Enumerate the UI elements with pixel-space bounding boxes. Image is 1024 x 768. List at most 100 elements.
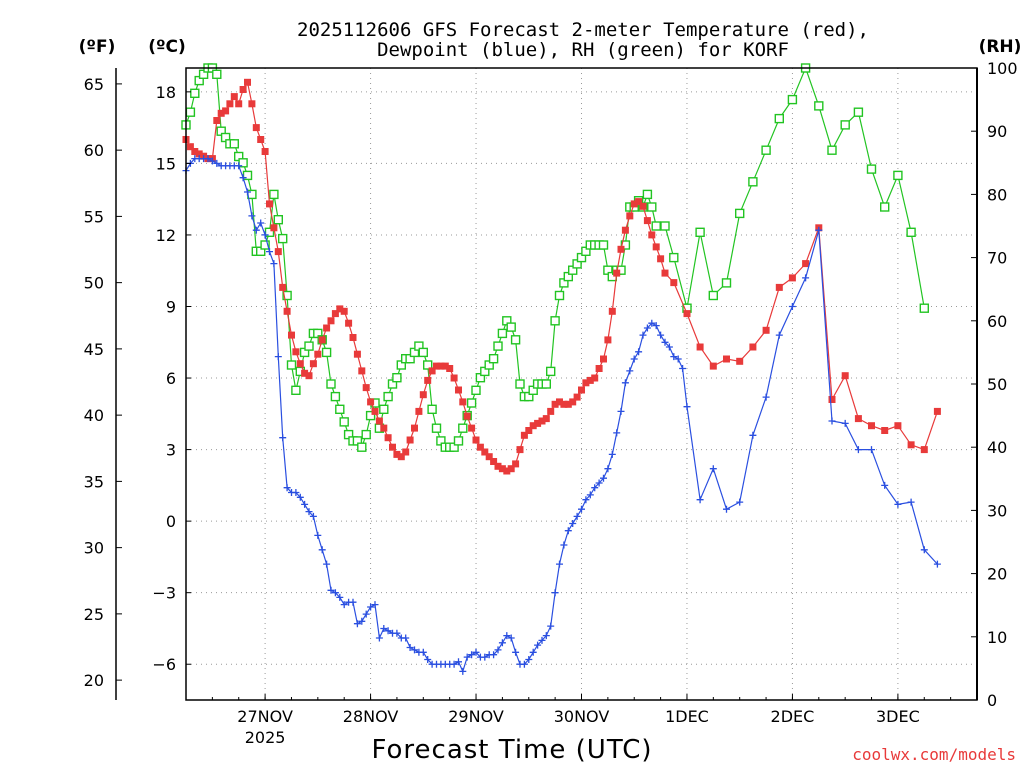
dewpoint-point [358, 617, 366, 625]
temperature-point [230, 93, 238, 101]
rh-point [906, 227, 916, 238]
dewpoint-point [564, 527, 572, 535]
rh-tick-label: 100 [987, 59, 1018, 78]
rh-point [510, 335, 521, 345]
dewpoint-point [854, 446, 862, 454]
x-tick-label: 27NOV [237, 707, 293, 726]
temperature-point [288, 331, 295, 339]
temperature-point [415, 407, 423, 415]
temperature-point [736, 357, 744, 365]
dewpoint-point [679, 365, 687, 372]
dewpoint-point [507, 634, 515, 642]
dewpoint-point [604, 465, 612, 473]
temperature-point [560, 400, 568, 408]
rh-point [418, 347, 428, 358]
rh-point [427, 404, 437, 414]
temperature-point [828, 396, 836, 403]
temperature-point [433, 362, 440, 370]
temperature-point [402, 448, 410, 456]
temperature-point [657, 255, 665, 263]
x-tick-label: 28NOV [343, 707, 399, 726]
dewpoint-point [608, 450, 616, 458]
dewpoint-point [208, 157, 216, 165]
temperature-point [573, 393, 581, 401]
temperature-point [257, 136, 265, 143]
dewpoint-point [736, 498, 744, 506]
rh-tick-label: 60 [987, 312, 1007, 331]
dewpoint-point [490, 651, 498, 659]
dewpoint-point [635, 348, 643, 356]
dewpoint-point [305, 508, 313, 516]
temperature-point [186, 143, 194, 151]
credit-link[interactable]: coolwx.com/models [852, 745, 1016, 764]
grid-lines [186, 68, 977, 700]
dewpoint-point [665, 343, 673, 351]
temperature-point [244, 78, 251, 86]
temperature-point [582, 379, 590, 387]
temperature-point [336, 305, 344, 313]
rh-point [260, 240, 270, 250]
dewpoint-point [375, 634, 383, 642]
temperature-point [358, 367, 366, 375]
temperature-point [723, 355, 730, 363]
temperature-point [586, 376, 594, 384]
rh-point [365, 410, 376, 421]
rh-point [326, 379, 336, 389]
dewpoint-point [463, 653, 471, 661]
temperature-point [353, 350, 361, 358]
dewpoint-point [573, 512, 581, 520]
rh-point [647, 202, 657, 212]
temperature-series [182, 78, 941, 475]
temperature-point [318, 336, 326, 344]
dewpoint-point [639, 331, 647, 339]
fahrenheit-tick-label: 20 [84, 671, 104, 690]
rh-point [598, 240, 609, 250]
dewpoint-series [182, 155, 941, 675]
temperature-point [222, 107, 230, 115]
dewpoint-point [309, 512, 317, 520]
fahrenheit-tick-label: 60 [84, 141, 104, 160]
rh-point [919, 303, 929, 313]
rh-point [497, 328, 508, 339]
temperature-point [476, 443, 484, 451]
rh-point [827, 145, 837, 155]
rh-point [185, 107, 196, 117]
temperature-point [534, 419, 542, 427]
dewpoint-point [411, 646, 418, 654]
dewpoint-point [459, 667, 467, 675]
temperature-point [375, 417, 383, 425]
temperature-point [643, 217, 651, 225]
dewpoint-point [314, 531, 322, 539]
temperature-point [652, 243, 660, 251]
temperature-point [670, 279, 678, 287]
temperature-point [371, 407, 379, 415]
dewpoint-point [907, 498, 915, 506]
x-tick-label: 2DEC [771, 707, 815, 726]
rh-point [840, 120, 850, 130]
dewpoint-point [318, 546, 326, 554]
temperature-point [564, 400, 572, 408]
temperature-point [775, 283, 783, 291]
temperature-point [217, 109, 225, 117]
temperature-point [314, 350, 322, 358]
rh-tick-label: 40 [987, 438, 1007, 457]
rh-point [708, 290, 718, 301]
rh-point [515, 379, 525, 389]
dewpoint-point [331, 589, 339, 597]
dewpoint-point [569, 520, 577, 527]
temperature-point [613, 269, 621, 277]
temperature-point [617, 245, 625, 253]
rh-point [642, 189, 653, 200]
temperature-point [525, 427, 533, 434]
dewpoint-point [520, 660, 528, 668]
dewpoint-point [775, 331, 783, 339]
temperature-point [397, 453, 405, 461]
temperature-point [450, 374, 458, 382]
temperature-point [621, 226, 629, 234]
rh-point [458, 423, 468, 433]
temperature-point [270, 224, 278, 232]
dewpoint-point [274, 353, 282, 361]
temperature-point [367, 398, 375, 406]
fahrenheit-tick-label: 30 [84, 539, 104, 558]
